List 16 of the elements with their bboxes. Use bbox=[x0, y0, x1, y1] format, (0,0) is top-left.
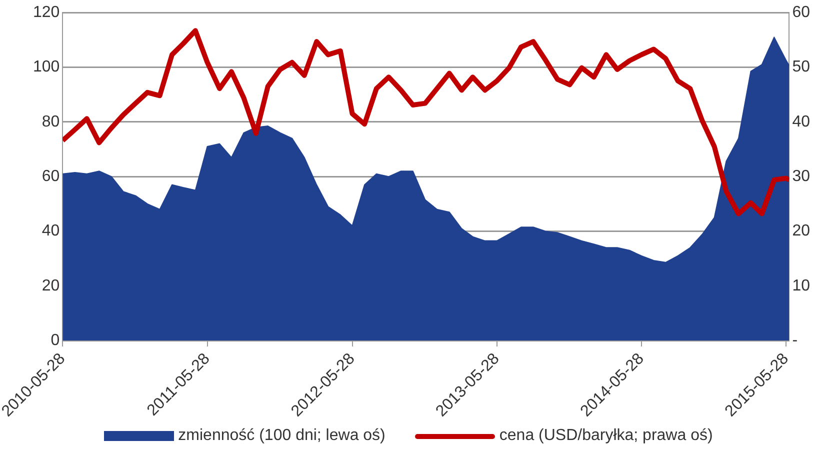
y-tick-label: 100 bbox=[32, 58, 60, 76]
y-tick-label: 80 bbox=[42, 113, 60, 130]
y-tick-label: 20 bbox=[42, 277, 60, 294]
y2-tick-label: 30 bbox=[792, 168, 810, 185]
y2-tick-label: 40 bbox=[792, 113, 810, 130]
legend-label: cena (USD/baryłka; prawa oś) bbox=[499, 427, 713, 445]
y-tick-label: 40 bbox=[42, 222, 60, 240]
y2-tick-label: - bbox=[792, 332, 798, 349]
legend-label: zmienność (100 dni; lewa oś) bbox=[178, 427, 386, 445]
y2-tick-label: 10 bbox=[792, 277, 810, 294]
y-tick-label: 0 bbox=[50, 332, 60, 349]
y2-tick-label: 50 bbox=[792, 58, 810, 76]
y-tick-label: 120 bbox=[32, 4, 60, 22]
y2-tick-label: 60 bbox=[792, 4, 810, 22]
y-tick-label: 60 bbox=[42, 168, 60, 185]
y2-tick-label: 20 bbox=[792, 222, 810, 240]
